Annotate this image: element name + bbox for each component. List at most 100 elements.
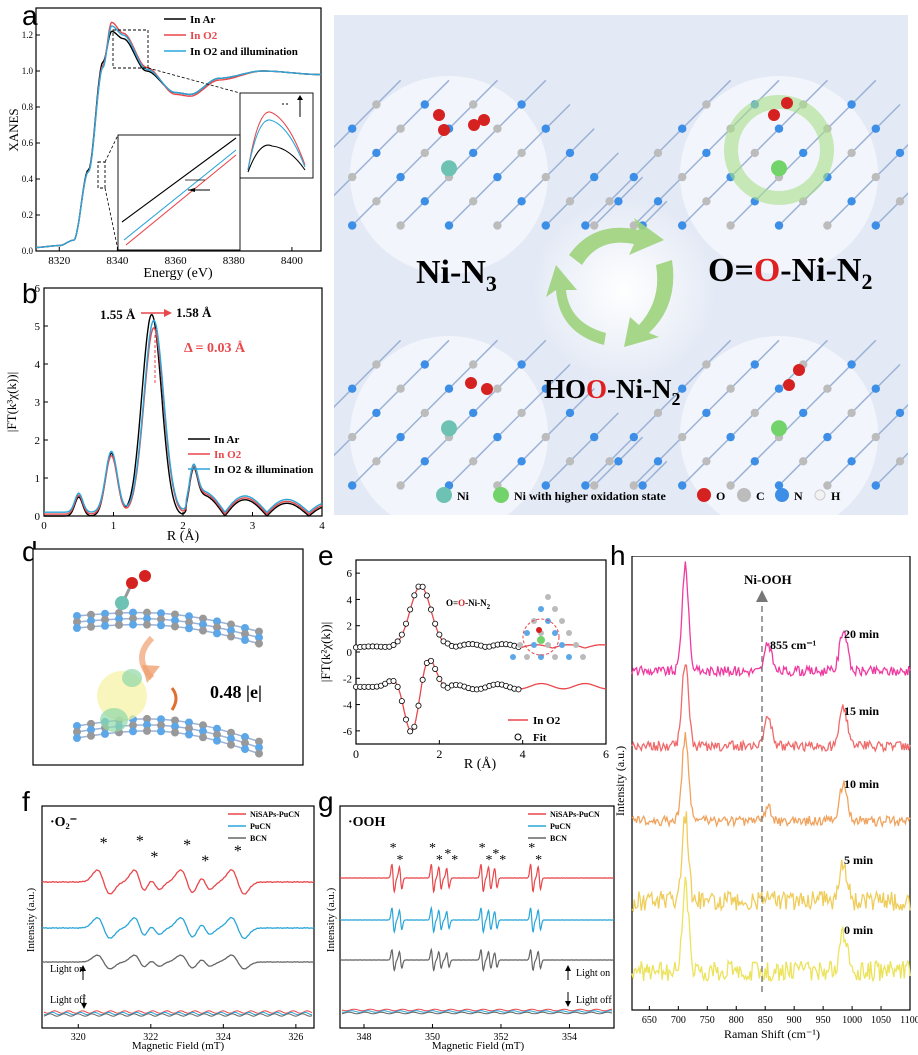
panel-a-ytick: 1.2 bbox=[22, 30, 33, 40]
panel-f-title: ·O₂⁻ bbox=[50, 815, 77, 830]
legend-h: H bbox=[831, 489, 841, 503]
panel-b-ann-left: 1.55 Å bbox=[100, 307, 136, 322]
panel-g-star: * bbox=[528, 841, 535, 856]
label-o-o-ni-n2: O=O-Ni-N2 bbox=[708, 252, 872, 294]
panel-b-ylabel: |FT(k³χ(k))| bbox=[4, 372, 19, 432]
panel-f-chart: Intensity (a.u.) Magnetic Field (mT) ·O₂… bbox=[25, 805, 315, 1052]
panel-f-legend-ni: NiSAPs-PuCN bbox=[250, 810, 300, 819]
panel-b-xticks: 0 1 2 3 4 bbox=[41, 512, 325, 532]
panel-g-xtick: 348 bbox=[356, 1032, 371, 1043]
panel-f-legend-pucn: PuCN bbox=[250, 822, 271, 831]
panel-b-legend: In Ar In O2 In O2 & illumination bbox=[188, 434, 313, 476]
panel-g-star: * bbox=[390, 841, 397, 856]
panel-b-ytick: 1 bbox=[35, 473, 41, 485]
panel-h-time-labels: 20 min 15 min 10 min 5 min 0 min bbox=[844, 627, 879, 937]
panel-e-ylabel: |FT(k²χ(k))| bbox=[318, 622, 333, 682]
panel-d-sheets bbox=[73, 608, 263, 758]
catalyst-model bbox=[334, 336, 668, 515]
panel-a-xtick: 8400 bbox=[281, 255, 304, 267]
panel-e-legend-fit: Fit bbox=[533, 732, 547, 744]
panel-h-xtick: 700 bbox=[671, 1015, 686, 1026]
panel-c-illustration: Ni-N3 O=O-Ni-N2 HOO-Ni-N2 Ni Ni with hig… bbox=[334, 15, 908, 515]
panel-a-xticks: 8320 8340 8360 8380 8400 bbox=[48, 247, 303, 267]
legend-o: O bbox=[716, 489, 725, 503]
panel-h-xtick: 850 bbox=[758, 1015, 773, 1026]
panel-h-spectrum-0 bbox=[631, 561, 911, 679]
catalyst-model bbox=[581, 336, 908, 515]
panel-a-ylabel: XANES bbox=[6, 108, 21, 151]
panel-e-curves bbox=[353, 583, 607, 735]
panel-f-star: * bbox=[100, 835, 108, 852]
panel-g-legend-bcn: BCN bbox=[550, 834, 567, 843]
panel-g-curves: **** * *** * *** bbox=[339, 841, 615, 1015]
panel-f-star: * bbox=[234, 843, 242, 860]
panel-f-series-0 bbox=[41, 869, 315, 895]
panel-a-frame bbox=[35, 7, 322, 252]
panel-b-series-1 bbox=[44, 327, 323, 515]
panel-b-xtick: 2 bbox=[180, 520, 186, 532]
panel-b-ann-right: 1.58 Å bbox=[176, 305, 212, 320]
panel-b-ytick: 0 bbox=[35, 511, 41, 523]
panel-a-ytick: 0.6 bbox=[22, 138, 34, 148]
panel-d-charge: 0.48 |e| bbox=[210, 682, 262, 702]
panel-letter-b: b bbox=[22, 278, 38, 309]
panel-b-ytick: 5 bbox=[35, 321, 41, 333]
panel-b-legend-o2: In O2 bbox=[214, 449, 242, 461]
panel-a-legend-ar: In Ar bbox=[190, 14, 215, 26]
panel-g-xtick: 352 bbox=[493, 1032, 508, 1043]
panel-f-xtick: 320 bbox=[71, 1032, 86, 1043]
panel-h-time-0: 20 min bbox=[844, 627, 879, 641]
label-hoo-ni-n2: HOO-Ni-N2 bbox=[544, 374, 681, 409]
panel-f-xticks: 320 322 324 326 bbox=[71, 1024, 303, 1043]
panel-h-xtick: 1100 bbox=[900, 1015, 918, 1026]
panel-g-xticks: 348 350 352 354 bbox=[356, 1024, 577, 1043]
panel-h-spectrum-3 bbox=[631, 811, 911, 913]
panel-h-chart: Intensity (a.u.) Raman Shift (cm⁻¹) 650 7… bbox=[613, 556, 918, 1041]
panel-g-star: * bbox=[451, 853, 458, 868]
panel-b-curves bbox=[44, 313, 323, 517]
panel-b-ytick: 4 bbox=[35, 359, 41, 371]
panel-h-spectrum-2 bbox=[631, 732, 911, 829]
panel-f-legend: NiSAPs-PuCN PuCN BCN bbox=[228, 810, 300, 843]
panel-f-series-2 bbox=[41, 954, 315, 970]
panel-g-star: * bbox=[436, 853, 443, 868]
panel-e-inset-molecule bbox=[510, 594, 586, 660]
panel-e-xtick: 2 bbox=[436, 747, 442, 761]
panel-g-series-0 bbox=[339, 863, 615, 894]
panel-a-legend: In Ar In O2 In O2 and illumination bbox=[164, 14, 298, 58]
panel-g-star: * bbox=[479, 841, 486, 856]
panel-g-dark-2 bbox=[341, 1011, 613, 1015]
panel-g-star: * bbox=[535, 853, 542, 868]
cycle-arrows bbox=[546, 218, 674, 347]
panel-f-xtick: 324 bbox=[216, 1032, 231, 1043]
panel-g-chart: Intensity (a.u.) Magnetic Field (mT) ·OO… bbox=[325, 805, 615, 1052]
panel-f-xlabel: Magnetic Field (mT) bbox=[132, 1040, 225, 1052]
panel-h-ylabel: Intensity (a.u.) bbox=[613, 746, 627, 816]
panel-h-xtick: 1050 bbox=[871, 1015, 891, 1026]
panel-b-series-0 bbox=[44, 313, 323, 517]
panel-e-yticks: 6 4 2 0 -2 -4 -6 bbox=[343, 568, 360, 738]
panel-a-ytick: 0.0 bbox=[22, 246, 34, 256]
panel-h-frame bbox=[631, 556, 911, 1011]
panel-e-xtick: 0 bbox=[353, 747, 359, 761]
panel-h-time-2: 10 min bbox=[844, 777, 879, 791]
panel-b-ann-delta: Δ = 0.03 Å bbox=[184, 340, 246, 356]
panel-e-frame bbox=[355, 559, 607, 745]
panel-a-inset-edge bbox=[117, 134, 241, 251]
panel-f-star: * bbox=[183, 837, 191, 854]
panel-h-xtick: 750 bbox=[700, 1015, 715, 1026]
panel-g-light-off: Light off bbox=[576, 995, 612, 1006]
panel-g-star: * bbox=[492, 847, 499, 862]
panel-e-inset-label: O=O-Ni-N2 bbox=[446, 598, 491, 611]
panel-g-star: * bbox=[396, 853, 403, 868]
panel-b-ytick: 2 bbox=[35, 435, 41, 447]
panel-a-xlabel: Energy (eV) bbox=[143, 266, 213, 280]
panel-b-legend-illum: In O2 & illumination bbox=[214, 464, 313, 476]
panel-g-dark-1 bbox=[341, 1010, 613, 1013]
panel-d-illustration: 0.48 |e| bbox=[32, 548, 304, 766]
panel-e-ytick: -4 bbox=[343, 700, 353, 712]
panel-g-title: ·OOH bbox=[348, 815, 385, 830]
panel-a-yticks: 0.0 0.2 0.4 0.6 0.8 1.0 1.2 bbox=[22, 30, 40, 256]
panel-f-star: * bbox=[150, 849, 158, 866]
panel-h-time-1: 15 min bbox=[844, 704, 879, 718]
